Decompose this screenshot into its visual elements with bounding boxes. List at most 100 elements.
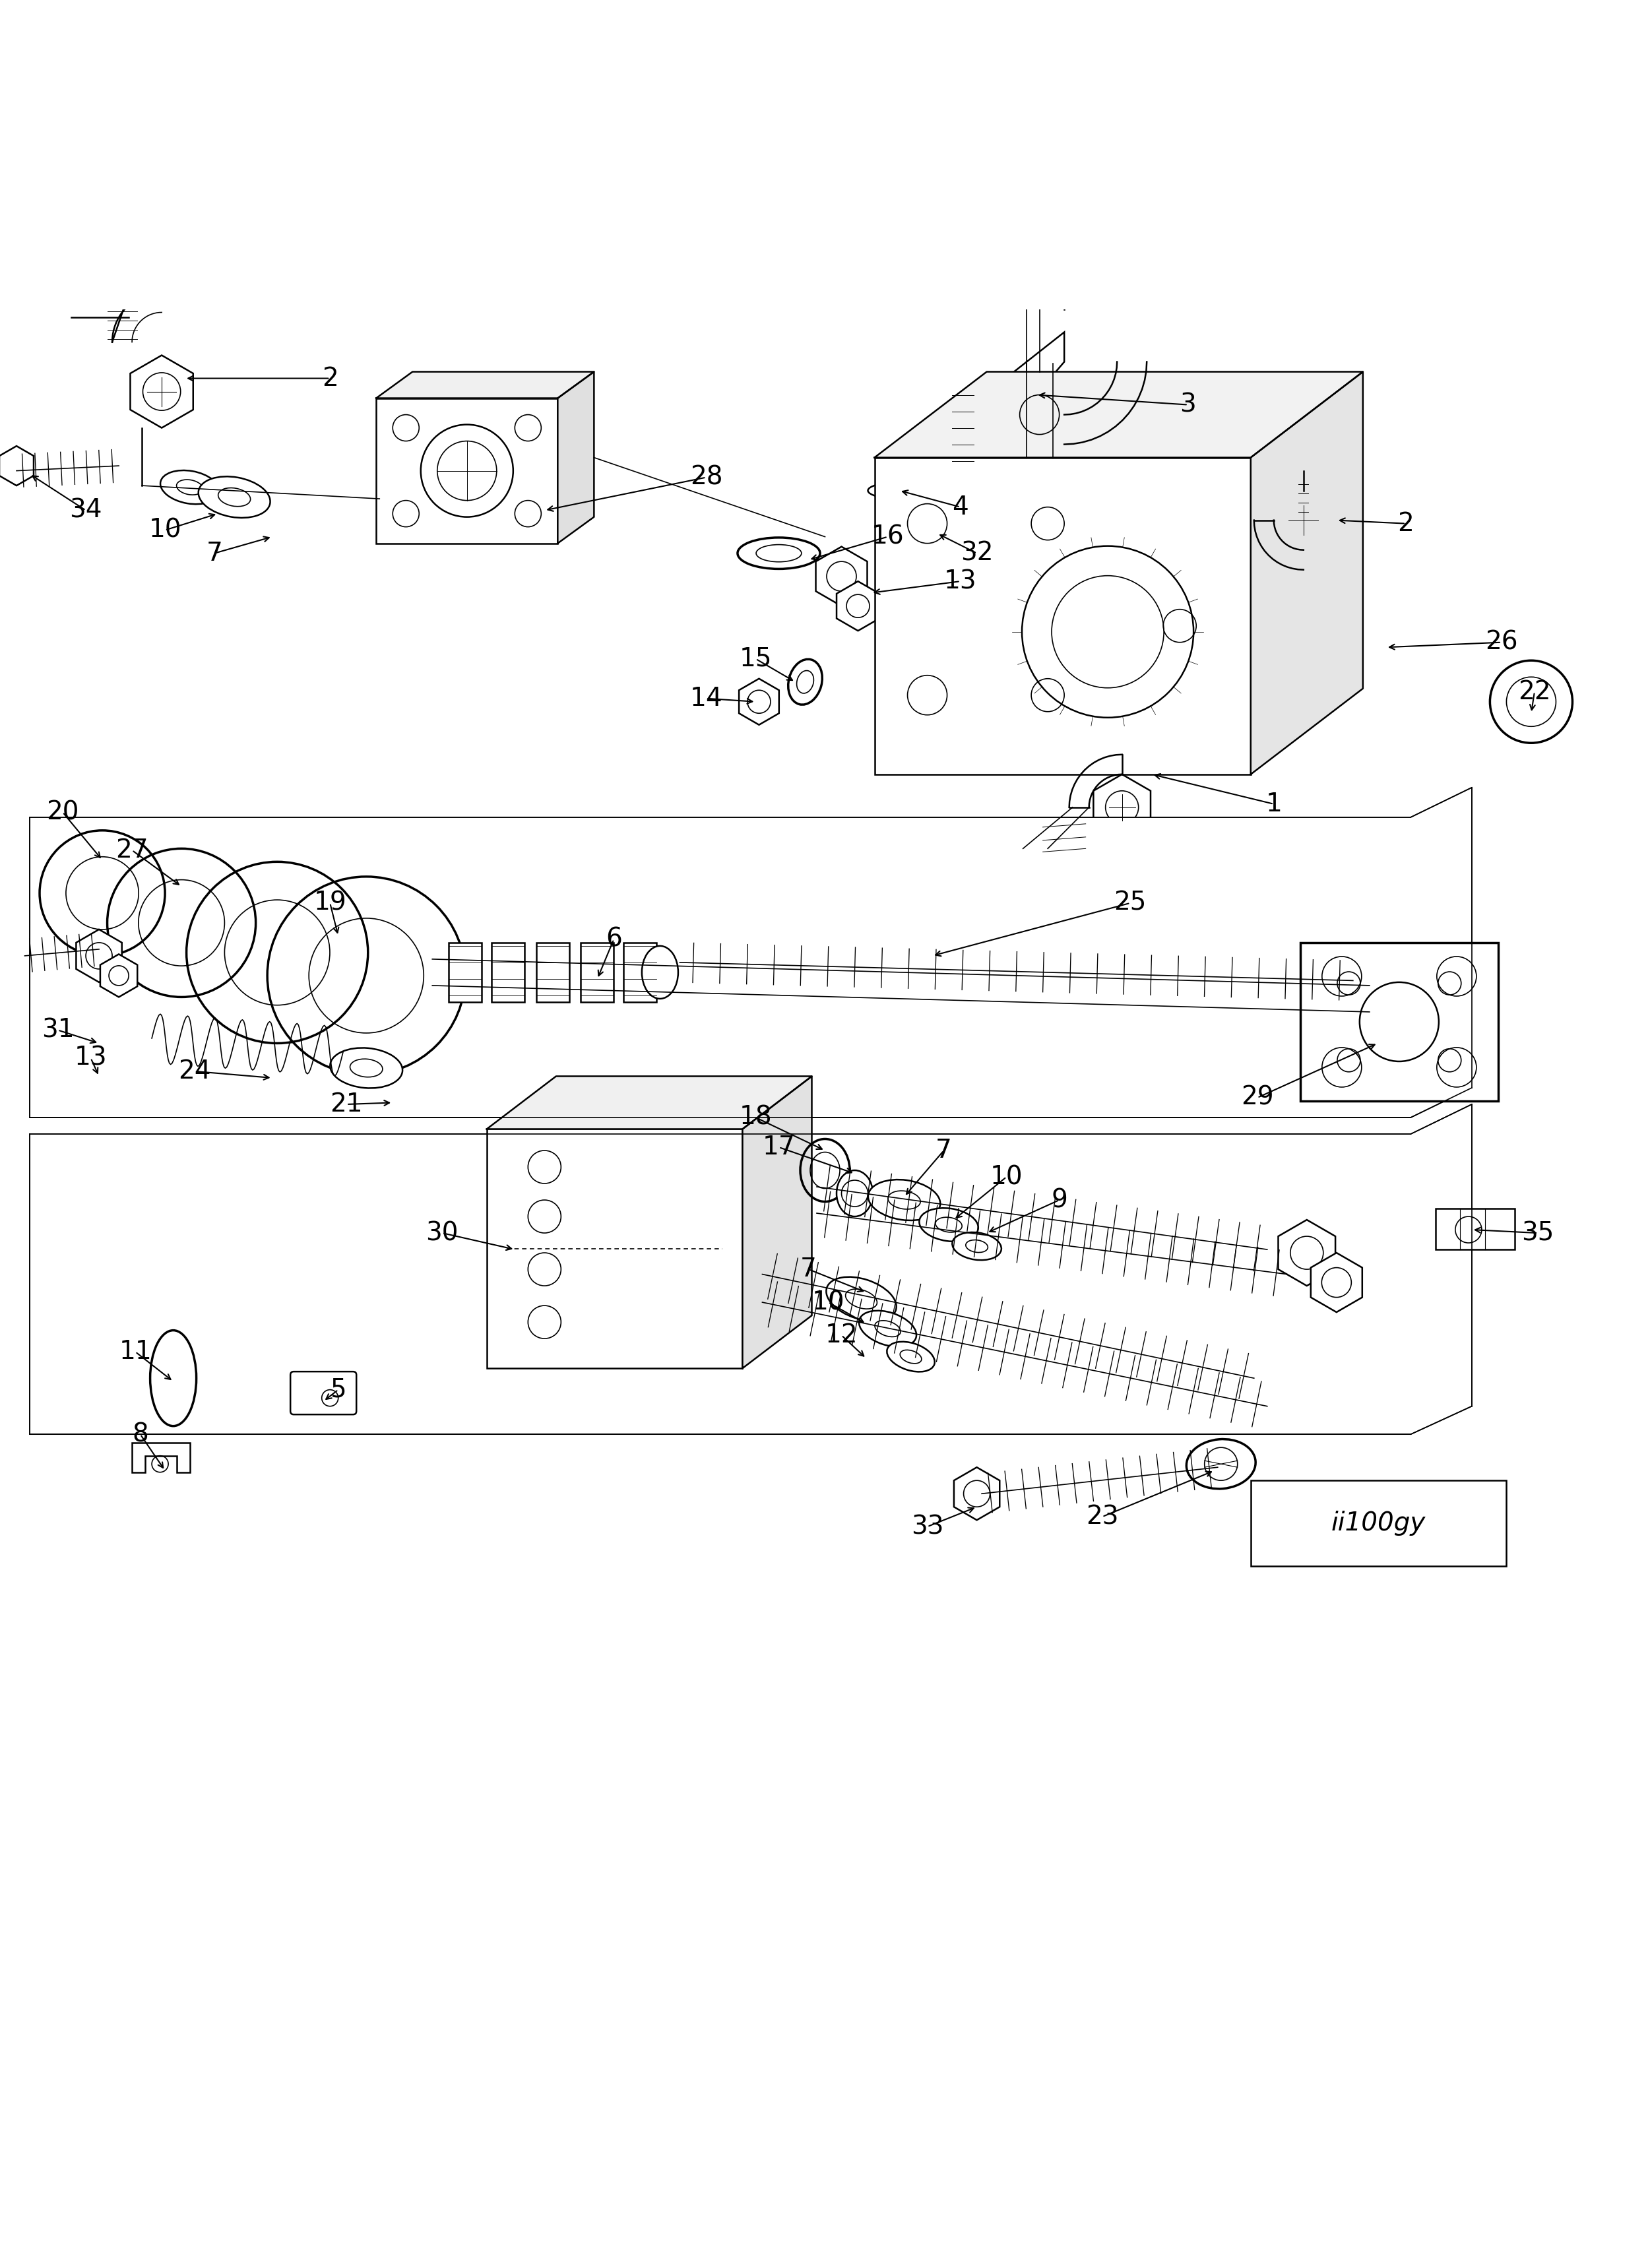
Text: 10: 10	[990, 1163, 1023, 1188]
Polygon shape	[130, 356, 193, 429]
Ellipse shape	[177, 479, 203, 494]
Text: 13: 13	[944, 569, 977, 594]
Circle shape	[393, 501, 419, 526]
Bar	[874, 458, 1251, 773]
Polygon shape	[487, 1077, 812, 1129]
Ellipse shape	[874, 1320, 901, 1336]
Bar	[449, 943, 482, 1002]
Text: 3: 3	[1180, 392, 1196, 417]
Ellipse shape	[150, 1331, 196, 1427]
Ellipse shape	[919, 1209, 978, 1241]
Ellipse shape	[218, 488, 251, 506]
Text: 21: 21	[330, 1091, 363, 1116]
Ellipse shape	[860, 1311, 916, 1347]
Polygon shape	[30, 1105, 1472, 1433]
Bar	[1435, 1209, 1515, 1250]
Text: 34: 34	[69, 497, 102, 524]
Text: 19: 19	[314, 891, 346, 916]
Bar	[581, 943, 614, 1002]
Polygon shape	[1094, 773, 1150, 841]
Text: 27: 27	[116, 837, 148, 862]
Text: 28: 28	[690, 465, 723, 490]
Polygon shape	[954, 331, 1064, 469]
Polygon shape	[954, 1467, 1000, 1520]
Polygon shape	[558, 372, 594, 544]
Polygon shape	[30, 787, 1472, 1118]
Text: 2: 2	[322, 365, 338, 390]
Text: 24: 24	[178, 1059, 211, 1084]
Circle shape	[393, 415, 419, 440]
Text: 33: 33	[911, 1515, 944, 1540]
Text: 10: 10	[148, 517, 182, 542]
Ellipse shape	[868, 1179, 940, 1220]
Polygon shape	[874, 372, 1363, 458]
Ellipse shape	[888, 1191, 921, 1209]
Text: 31: 31	[41, 1018, 74, 1043]
Circle shape	[515, 501, 541, 526]
Polygon shape	[132, 1442, 190, 1472]
Polygon shape	[376, 372, 594, 399]
Text: 7: 7	[800, 1256, 817, 1281]
Text: 25: 25	[1114, 891, 1147, 916]
Text: 16: 16	[871, 524, 904, 549]
Ellipse shape	[888, 1343, 934, 1372]
Polygon shape	[101, 955, 137, 998]
Text: 13: 13	[74, 1046, 107, 1070]
Polygon shape	[1275, 488, 1332, 553]
Text: 11: 11	[119, 1338, 152, 1365]
Text: 2: 2	[1398, 510, 1414, 535]
Ellipse shape	[160, 469, 219, 503]
Text: 22: 22	[1518, 680, 1551, 705]
Text: 4: 4	[952, 494, 969, 519]
Bar	[536, 943, 569, 1002]
Ellipse shape	[1186, 1440, 1256, 1488]
Bar	[492, 943, 525, 1002]
Ellipse shape	[330, 1048, 403, 1089]
Polygon shape	[742, 1077, 812, 1368]
Text: 20: 20	[46, 801, 79, 826]
Text: 17: 17	[762, 1134, 795, 1159]
Text: 29: 29	[1241, 1084, 1274, 1111]
Polygon shape	[0, 447, 33, 485]
Ellipse shape	[868, 483, 931, 499]
Ellipse shape	[198, 476, 271, 517]
Text: 15: 15	[739, 646, 772, 671]
Ellipse shape	[965, 1241, 988, 1252]
Ellipse shape	[827, 1277, 896, 1320]
Ellipse shape	[837, 1170, 873, 1216]
FancyBboxPatch shape	[290, 1372, 356, 1415]
Ellipse shape	[642, 946, 678, 998]
Text: 5: 5	[330, 1377, 346, 1402]
Text: 32: 32	[960, 540, 993, 565]
Bar	[1251, 1481, 1506, 1567]
Circle shape	[515, 415, 541, 440]
Ellipse shape	[899, 1349, 922, 1363]
Polygon shape	[1300, 943, 1498, 1100]
Bar	[624, 943, 657, 1002]
Text: 7: 7	[936, 1139, 952, 1163]
Ellipse shape	[936, 1218, 962, 1232]
Text: 23: 23	[1086, 1504, 1119, 1529]
Text: 12: 12	[825, 1322, 858, 1347]
Text: 18: 18	[739, 1105, 772, 1129]
Polygon shape	[1279, 1220, 1335, 1286]
Text: ii100gy: ii100gy	[1332, 1510, 1426, 1535]
Text: 6: 6	[606, 928, 622, 953]
Bar	[376, 399, 558, 544]
Text: 26: 26	[1485, 631, 1518, 655]
Polygon shape	[950, 411, 1013, 483]
Polygon shape	[815, 547, 868, 606]
Text: 7: 7	[206, 540, 223, 565]
Polygon shape	[837, 581, 879, 631]
Polygon shape	[1310, 1252, 1363, 1313]
Ellipse shape	[952, 1232, 1002, 1261]
Text: 35: 35	[1521, 1220, 1554, 1245]
Ellipse shape	[350, 1059, 383, 1077]
Text: 30: 30	[426, 1220, 459, 1245]
Text: 8: 8	[132, 1422, 148, 1447]
Polygon shape	[739, 678, 779, 726]
Text: 1: 1	[1266, 792, 1282, 816]
Polygon shape	[1251, 372, 1363, 773]
Text: 14: 14	[690, 685, 723, 710]
Ellipse shape	[845, 1288, 878, 1309]
